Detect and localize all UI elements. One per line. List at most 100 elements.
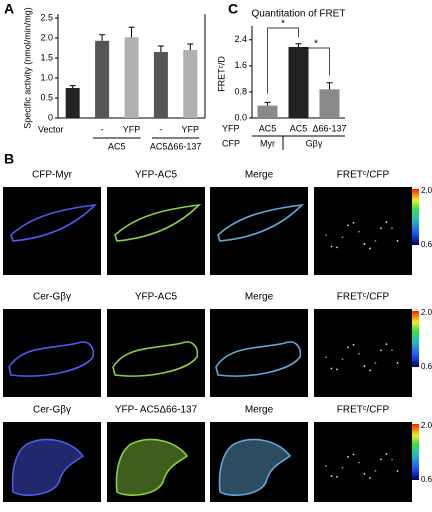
x-tick-label: AC5	[259, 123, 277, 133]
panel-label: C	[228, 1, 238, 17]
micrograph	[107, 187, 205, 275]
error-bar	[295, 43, 302, 47]
fret-dot	[363, 365, 366, 367]
bar	[124, 37, 139, 119]
micrograph	[3, 422, 101, 502]
fret-dot	[369, 247, 371, 250]
cell	[218, 438, 292, 496]
cell	[217, 203, 305, 242]
fret-dot	[396, 470, 399, 472]
bar	[95, 40, 110, 118]
bracket	[302, 47, 330, 76]
fret-dot	[391, 458, 393, 461]
y-axis-label: Specific activity (nmol/min/mg)	[22, 7, 32, 129]
fret-dot	[380, 349, 382, 352]
image-label: YFP-AC5	[135, 292, 178, 303]
fret-dot	[374, 239, 377, 242]
fret-dot	[347, 456, 349, 458]
bar	[183, 50, 198, 118]
micrograph	[210, 422, 308, 502]
fret-dot	[391, 227, 393, 230]
fret-dot	[358, 461, 360, 464]
micrograph	[314, 187, 412, 275]
cell	[114, 203, 202, 242]
fret-dot	[330, 367, 333, 370]
error-bar	[69, 85, 76, 88]
micrograph	[210, 309, 308, 397]
colorbar-label: 2.0	[421, 308, 432, 317]
row-title: CFP	[222, 138, 240, 148]
group-label: AC5	[108, 141, 126, 151]
panel-label: B	[4, 151, 14, 167]
colorbar-label: 2.0	[421, 421, 432, 430]
colorbar-label: 0.6	[421, 362, 432, 371]
y-tick-label: 0.5	[40, 92, 53, 102]
colorbar	[412, 189, 419, 245]
colorbar	[412, 311, 419, 367]
bar	[319, 89, 340, 118]
x-tick-label: YFP	[182, 124, 200, 134]
error-bar	[99, 34, 106, 41]
panel-label: A	[4, 1, 14, 17]
fret-dot	[363, 472, 366, 475]
y-tick-label: 0.0	[234, 112, 247, 122]
fret-dot	[336, 368, 338, 371]
fret-dot	[374, 361, 377, 364]
y-tick-label: 1.5	[40, 52, 53, 62]
image-label: FRETᶜ/CFP	[337, 405, 390, 416]
x-tick-label: -	[101, 124, 104, 134]
fret-dot	[369, 476, 371, 479]
micrograph	[314, 309, 412, 397]
cell	[215, 341, 302, 377]
x-tick-label: YFP	[123, 124, 141, 134]
image-label: Cer-Gβγ	[33, 292, 71, 303]
image-label: FRETᶜ/CFP	[337, 170, 390, 181]
micrograph	[3, 309, 101, 397]
fret-dot	[341, 466, 344, 469]
fret-dot	[341, 236, 344, 239]
micrograph	[107, 309, 205, 397]
cell	[10, 203, 98, 242]
colorbar-label: 0.6	[421, 475, 432, 484]
error-bar	[187, 43, 194, 50]
colorbar-label: 0.6	[421, 240, 432, 249]
cfp-label: Myr	[260, 138, 275, 148]
y-tick-label: 1.6	[234, 60, 247, 70]
y-tick-label: 2.5	[40, 12, 53, 22]
fret-dot	[325, 356, 327, 359]
y-tick-label: 1.0	[40, 72, 53, 82]
fret-dot	[336, 246, 338, 249]
fret-dot	[380, 458, 382, 461]
annotation: *	[314, 39, 318, 50]
fret-dot	[330, 245, 333, 248]
fret-dot	[325, 465, 327, 467]
cell	[8, 341, 95, 377]
image-label: YFP- AC5Δ66-137	[115, 405, 198, 416]
image-label: Merge	[245, 405, 274, 416]
fret-dot	[341, 358, 344, 361]
error-bar	[157, 45, 164, 52]
image-label: CFP-Myr	[32, 170, 73, 181]
fret-dot	[369, 369, 371, 372]
micrograph	[314, 422, 412, 502]
bar	[153, 52, 168, 118]
fret-dot	[336, 476, 338, 478]
fret-dot	[380, 227, 382, 230]
fret-dot	[385, 343, 388, 346]
image-label: YFP-AC5	[135, 170, 178, 181]
x-tick-label: AC5	[290, 123, 308, 133]
y-tick-label: 2.0	[40, 32, 53, 42]
annotation: *	[281, 19, 285, 30]
fret-dot	[352, 221, 355, 224]
fret-dot	[358, 230, 360, 233]
fret-dot	[352, 453, 355, 456]
fret-dot	[391, 349, 393, 352]
y-tick-label: 0.8	[234, 86, 247, 96]
micrograph	[210, 187, 308, 275]
fret-dot	[363, 243, 366, 245]
y-tick-label: 2.4	[234, 34, 247, 44]
cell	[115, 438, 189, 496]
micrograph	[3, 187, 101, 275]
image-label: Cer-Gβγ	[33, 405, 71, 416]
group-label: AC5Δ66-137	[150, 141, 202, 151]
